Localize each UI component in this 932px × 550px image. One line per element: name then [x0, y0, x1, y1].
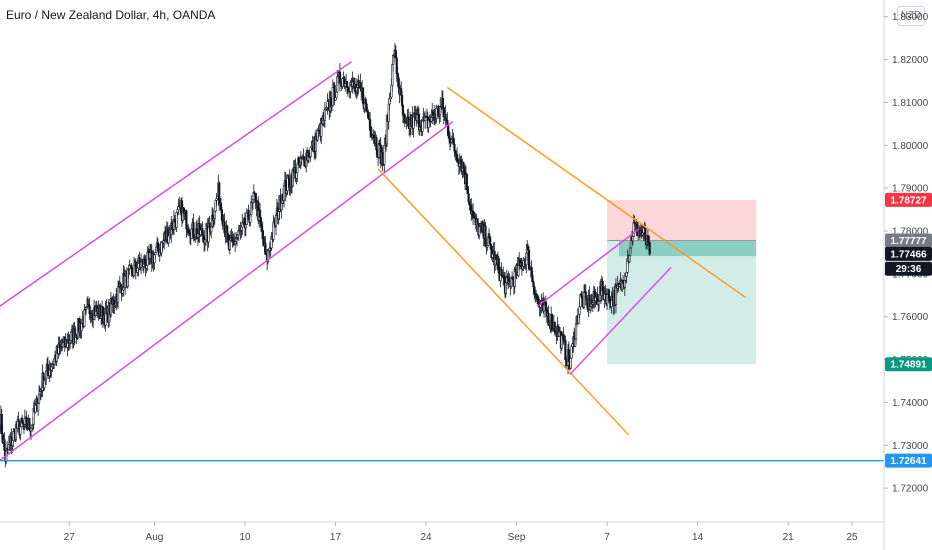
price-tick-label: 1.76000	[892, 312, 929, 323]
candle	[553, 321, 556, 333]
time-tick-label: 10	[239, 532, 251, 543]
small-channel-top-line	[537, 228, 640, 307]
time-tick-label: 21	[783, 532, 795, 543]
upper-channel-bottom-line	[0, 121, 454, 461]
upper-channel-top-line	[0, 61, 352, 307]
candle	[476, 218, 479, 224]
small-channel-bottom-line	[569, 266, 672, 376]
candle	[226, 225, 229, 234]
candle	[46, 364, 50, 372]
price-tags: 1.78727 1.77777 1.77466 29:36 1.74891 1.72641	[885, 192, 932, 468]
candle	[345, 81, 349, 88]
time-tick-label: 14	[692, 532, 704, 543]
price-tag-label: 1.77466	[890, 249, 927, 260]
price-tag	[885, 192, 932, 207]
price-tick-label: 1.80000	[892, 141, 929, 152]
candles	[0, 43, 651, 468]
price-tick-label: 1.81000	[892, 98, 929, 109]
price-tick-label: 1.79000	[892, 184, 929, 195]
candle	[167, 235, 170, 244]
price-tag-label: 1.74891	[890, 360, 927, 371]
price-tick-label: 1.82000	[892, 55, 929, 66]
take-profit-zone	[607, 240, 757, 365]
price-tick-label: 1.78000	[892, 227, 929, 238]
candle	[441, 97, 444, 109]
price-tag-label: 1.78727	[890, 195, 927, 206]
candle	[155, 246, 158, 253]
time-tick-label: 25	[846, 532, 858, 543]
position-tool	[607, 199, 757, 365]
candle	[116, 286, 120, 303]
time-tick-label: Aug	[146, 532, 164, 543]
price-tag-label: 29:36	[896, 264, 922, 275]
candle	[582, 292, 586, 308]
candle	[228, 239, 231, 250]
time-tick-label: 27	[64, 532, 76, 543]
candle	[400, 94, 404, 106]
time-tick-label: 17	[330, 532, 342, 543]
price-tag	[885, 357, 932, 372]
candle	[444, 114, 447, 119]
candle	[274, 215, 278, 227]
price-tick-label: 1.74000	[892, 398, 929, 409]
price-tag	[885, 233, 932, 248]
price-tag-label: 1.77777	[890, 236, 927, 247]
candle	[648, 242, 651, 255]
price-tag	[885, 246, 932, 261]
candle	[156, 242, 160, 251]
price-tag	[885, 261, 932, 276]
chart-title: Euro / New Zealand Dollar, 4h, OANDA	[6, 8, 216, 22]
time-axis: 27 Aug 10 17 24 Sep 7 14 21 25	[0, 521, 884, 543]
price-tag	[885, 453, 932, 468]
currency-button[interactable]: NZD	[897, 6, 925, 26]
price-tick-label: 1.73000	[892, 441, 929, 452]
trend-lines	[0, 61, 746, 461]
candle	[19, 426, 22, 435]
time-tick-label: Sep	[508, 532, 526, 543]
descending-top-line	[446, 86, 746, 299]
time-tick-label: 7	[604, 532, 610, 543]
candle	[323, 109, 326, 121]
descending-bottom-line	[377, 168, 629, 436]
candle	[296, 163, 299, 174]
candle	[258, 209, 262, 219]
stop-loss-zone	[607, 199, 757, 241]
price-tick-label: 1.72000	[892, 484, 929, 495]
candle	[569, 357, 572, 369]
time-tick-label: 24	[420, 532, 432, 543]
candle	[154, 252, 157, 255]
candle	[467, 193, 470, 203]
price-tick-label: 1.83000	[892, 12, 929, 23]
candle	[542, 304, 546, 312]
price-tag-label: 1.72641	[890, 456, 927, 467]
current-pnl-zone	[619, 240, 757, 257]
